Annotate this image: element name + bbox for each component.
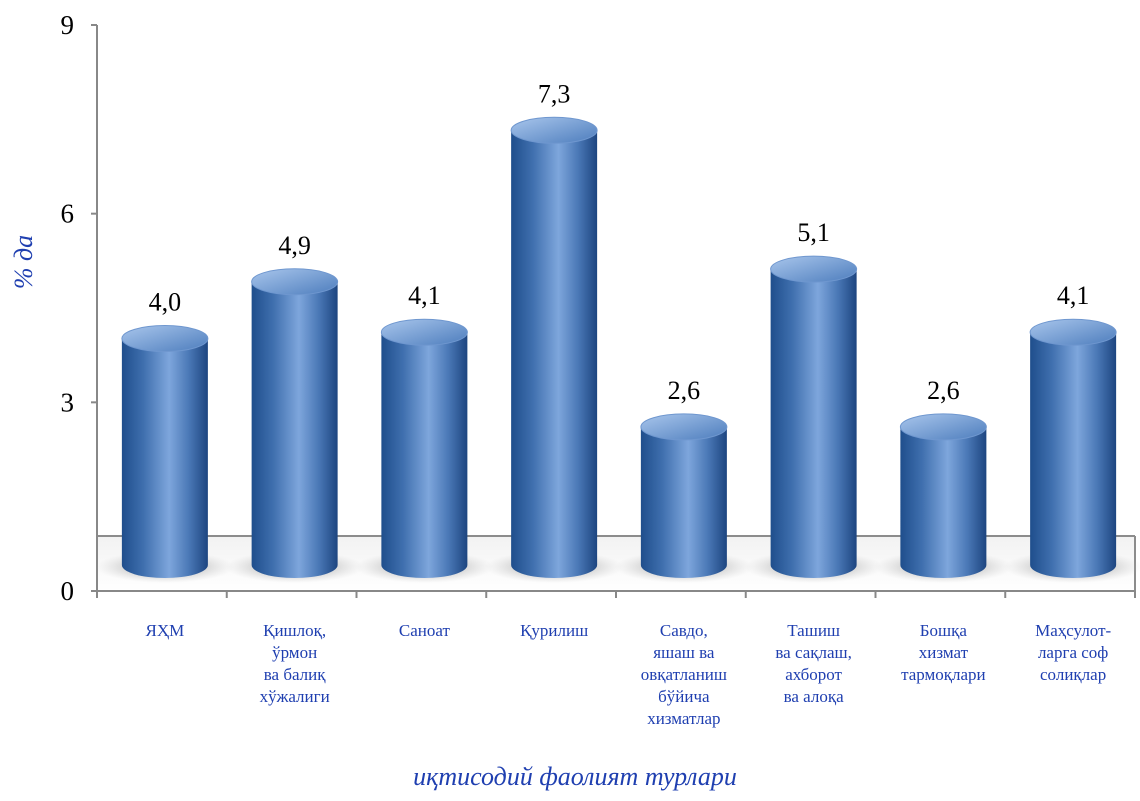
category-label-line: ларга соф: [1038, 643, 1108, 662]
value-label: 4,1: [408, 281, 441, 310]
bar-top: [899, 413, 987, 441]
category-label-line: яшаш ва: [653, 643, 715, 662]
category-label-line: Саноат: [399, 621, 451, 640]
bar-4: [614, 413, 753, 583]
value-label: 7,3: [538, 79, 571, 108]
bar-3: [485, 116, 624, 583]
bar-0: [95, 325, 234, 583]
category-label-line: тармоқлари: [901, 665, 986, 684]
bar-body: [640, 426, 727, 578]
category-label: Қишлоқ, ўрмон ва балиқ хўжалиги: [260, 621, 330, 706]
bar-6: [874, 413, 1013, 583]
category-label-line: Маҳсулот-: [1035, 621, 1111, 640]
bar-body: [251, 281, 338, 578]
bar-body: [121, 338, 208, 578]
value-label: 2,6: [668, 376, 701, 405]
y-axis-title: % да: [9, 235, 38, 289]
category-label-line: ЯҲМ: [146, 621, 185, 640]
category-label: Саноат: [399, 621, 451, 640]
value-label: 4,1: [1057, 281, 1090, 310]
category-label-line: Савдо,: [660, 621, 708, 640]
category-label-line: ўрмон: [272, 643, 317, 662]
category-label: Маҳсулот-ларга соф солиқлар: [1035, 621, 1111, 684]
bars: [95, 116, 1140, 583]
bar-5: [744, 255, 883, 583]
value-label: 2,6: [927, 376, 960, 405]
category-label-line: солиқлар: [1040, 665, 1106, 684]
y-tick-label: 0: [61, 576, 75, 606]
labels: 4,0 ЯҲМ 4,9 Қишлоқ, ўрмон ва балиқ хўжалиги 4,1…: [146, 79, 1112, 728]
category-label-line: ва сақлаш,: [775, 643, 852, 662]
category-label-line: Қишлоқ,: [263, 621, 326, 640]
category-label-line: Қурилиш: [520, 621, 588, 640]
category-label-line: Бошқа: [920, 621, 968, 640]
bar-top: [640, 413, 728, 441]
y-tick-label: 3: [61, 387, 75, 417]
category-label-line: овқатланиш: [641, 665, 727, 684]
bar-top: [510, 116, 598, 144]
category-label-line: хизматлар: [647, 709, 720, 728]
bar-top: [121, 325, 209, 353]
bar-top: [1029, 318, 1117, 346]
axes: 0 3 6 9: [61, 10, 1136, 606]
bar-top: [251, 268, 339, 296]
bar-body: [381, 332, 468, 578]
y-tick-label: 9: [61, 10, 75, 40]
value-label: 4,0: [149, 288, 182, 317]
category-label-line: хўжалиги: [260, 687, 330, 706]
category-label-line: ва балиқ: [264, 665, 327, 684]
bar-body: [1030, 332, 1117, 578]
bar-body: [770, 269, 857, 578]
category-label-line: ахборот: [785, 665, 842, 684]
y-tick-label: 6: [61, 199, 75, 229]
bar-1: [225, 268, 364, 583]
bar-top: [770, 255, 858, 283]
bar-2: [355, 318, 494, 583]
category-label-line: хизмат: [919, 643, 969, 662]
category-label-line: Ташиш: [787, 621, 840, 640]
x-axis-title: иқтисодий фаолият турлари: [413, 762, 737, 791]
category-label: Бошқа хизмат тармоқлари: [901, 621, 986, 684]
category-label: ЯҲМ: [146, 621, 185, 640]
category-label: Ташиш ва сақлаш, ахборот ва алоқа: [775, 621, 852, 706]
bar-7: [1004, 318, 1140, 583]
category-label: Савдо, яшаш ва овқатланиш бўйича хизматлар: [641, 621, 727, 728]
bar-body: [511, 130, 598, 579]
category-label-line: ва алоқа: [784, 687, 845, 706]
bar-top: [380, 318, 468, 346]
category-label: Қурилиш: [520, 621, 588, 640]
value-label: 5,1: [797, 218, 830, 247]
category-label-line: бўйича: [658, 687, 710, 706]
value-label: 4,9: [278, 231, 311, 260]
bar-body: [900, 426, 987, 578]
